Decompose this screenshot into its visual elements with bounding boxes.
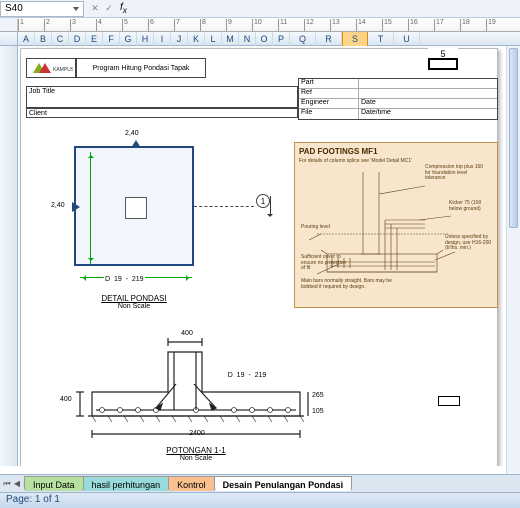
section-title: POTONGAN 1-1Non Scale [136, 446, 256, 462]
pad-title: PAD FOOTINGS MF1 [299, 147, 493, 156]
col-header-E[interactable]: E [86, 32, 103, 46]
pad-note-compression: Compression top plus 150 for foundation … [425, 165, 489, 182]
col-header-T[interactable]: T [368, 32, 394, 46]
col-header-U[interactable]: U [394, 32, 420, 46]
scrollbar-thumb[interactable] [509, 48, 518, 228]
col-header-P[interactable]: P [273, 32, 290, 46]
col-header-K[interactable]: K [188, 32, 205, 46]
select-all-corner[interactable] [0, 32, 18, 45]
plan-top-dim: 2,40 [124, 130, 140, 137]
cancel-formula-icon: ✕ [88, 2, 102, 16]
enter-formula-icon: ✓ [102, 2, 116, 16]
pad-footings-panel: PAD FOOTINGS MF1 For details of column s… [294, 142, 498, 308]
worksheet-area[interactable]: 5 KAMPUS Program Hitung Pondasi Tapak Pa… [0, 46, 520, 466]
section-rebar-spec: D 19 - 219 [202, 372, 292, 379]
horizontal-ruler: 12345678910111213141516171819 [0, 18, 520, 32]
section-right-top-dim: 265 [312, 392, 324, 399]
section-col-width: 400 [172, 330, 202, 337]
job-title-box: Job Title [26, 86, 298, 108]
sheet-tab-bar: ⏮◀▶⏭ Input Datahasil perhitunganKontrolD… [0, 474, 520, 492]
col-header-S[interactable]: S [342, 32, 368, 46]
col-header-B[interactable]: B [35, 32, 52, 46]
plan-v-arrow [90, 152, 91, 264]
formula-input[interactable] [131, 1, 520, 17]
name-box-dropdown-icon[interactable] [73, 7, 79, 11]
col-header-M[interactable]: M [222, 32, 239, 46]
sheet-tab[interactable]: Input Data [24, 476, 84, 491]
col-header-D[interactable]: D [69, 32, 86, 46]
header-info-table: Part Ref EngineerDate FileDate/time [298, 78, 498, 120]
fx-icon[interactable]: fx [120, 2, 127, 15]
col-header-H[interactable]: H [137, 32, 154, 46]
pad-note-mainbars: Main bars normally straight. Bars may be… [301, 279, 401, 290]
pad-note-kicker: Kicker 75 (100 below ground) [449, 201, 493, 212]
col-header-R[interactable]: R [316, 32, 342, 46]
program-title: Program Hitung Pondasi Tapak [76, 58, 206, 78]
col-header-G[interactable]: G [120, 32, 137, 46]
col-header-C[interactable]: C [52, 32, 69, 46]
status-bar: Page: 1 of 1 [0, 492, 520, 508]
column-headers[interactable]: ABCDEFGHIJKLMNOPQRSTU [0, 32, 520, 46]
plan-title: DETAIL PONDASINon Scale [74, 294, 194, 310]
col-header-O[interactable]: O [256, 32, 273, 46]
svg-text:KAMPUS: KAMPUS [53, 67, 73, 73]
section-bottom-dim: 2400 [172, 430, 222, 437]
section-left-dim: 400 [60, 396, 72, 403]
section-callout: 1 [256, 194, 270, 208]
load-marker-top [131, 140, 141, 148]
col-header-J[interactable]: J [171, 32, 188, 46]
col-header-L[interactable]: L [205, 32, 222, 46]
selected-cell[interactable] [428, 58, 458, 70]
formula-bar: S40 ✕ ✓ fx [0, 0, 520, 18]
pad-note-unless: Unless specified by design, use H16-200 … [445, 235, 495, 252]
callout-leader [194, 206, 254, 207]
col-header-Q[interactable]: Q [290, 32, 316, 46]
sheet-tab[interactable]: Desain Penulangan Pondasi [214, 476, 353, 491]
client-box: Client [26, 108, 298, 118]
sheet-tab[interactable]: hasil perhitungan [83, 476, 170, 491]
section-drawing: 400 D 19 - 219 265 105 400 2400 POTONGAN… [62, 330, 322, 466]
vertical-scrollbar[interactable] [506, 46, 520, 474]
logo: KAMPUS [26, 58, 76, 78]
pad-note-cover: Sufficient cover to ensure no projection… [301, 255, 349, 272]
name-box[interactable]: S40 [0, 1, 84, 17]
col-header-F[interactable]: F [103, 32, 120, 46]
pad-note-pouring: Pouring level [301, 225, 335, 231]
col-header-A[interactable]: A [18, 32, 35, 46]
cell-reference: S40 [5, 3, 23, 14]
plan-bottom-dim: D 19 - 219 [104, 276, 145, 283]
load-marker-left [72, 202, 80, 212]
sheet-tab[interactable]: Kontrol [168, 476, 215, 491]
section-right-bot-dim: 105 [312, 408, 324, 415]
misc-rect [438, 396, 460, 406]
col-header-I[interactable]: I [154, 32, 171, 46]
row-headers[interactable] [0, 46, 18, 466]
column-rect [125, 197, 147, 219]
plan-drawing: 2,40 2,40 D 19 - 219 1 DETAIL PONDASINon… [74, 146, 194, 266]
plan-left-dim: 2,40 [50, 202, 66, 209]
col-header-N[interactable]: N [239, 32, 256, 46]
page-indicator: Page: 1 of 1 [6, 494, 60, 505]
